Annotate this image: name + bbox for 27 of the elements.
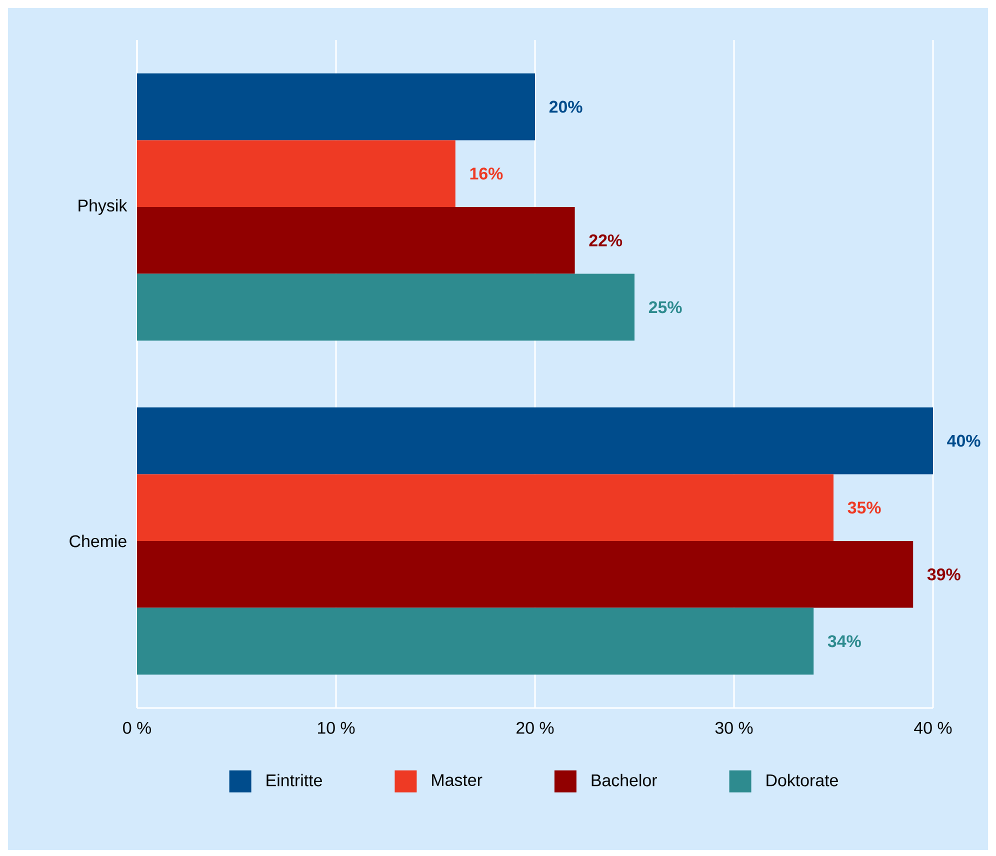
bar bbox=[137, 140, 456, 207]
bar bbox=[137, 407, 934, 474]
data-label: 39% bbox=[927, 568, 960, 580]
x-tick-label: 0 % bbox=[123, 722, 151, 734]
data-label: 35% bbox=[848, 502, 881, 514]
data-label: 20% bbox=[549, 100, 582, 113]
data-label: 22% bbox=[589, 234, 622, 246]
legend-label: Eintritte bbox=[266, 774, 322, 786]
y-tick-label: Physik bbox=[78, 199, 128, 215]
data-label: 25% bbox=[648, 301, 682, 314]
bar bbox=[137, 474, 834, 542]
bar bbox=[137, 541, 914, 608]
bar bbox=[137, 274, 635, 341]
legend-label: Master bbox=[432, 774, 482, 786]
x-tick-label: 30 % bbox=[715, 722, 753, 734]
x-tick-label: 20 % bbox=[516, 722, 554, 734]
legend-label: Doktorate bbox=[766, 774, 838, 786]
data-label: 34% bbox=[828, 635, 861, 648]
bar bbox=[137, 608, 814, 675]
x-tick-label: 10 % bbox=[318, 722, 355, 734]
y-tick-label: Chemie bbox=[70, 534, 126, 548]
data-label: 16% bbox=[470, 168, 503, 180]
bar bbox=[137, 207, 575, 274]
data-label: 40% bbox=[947, 434, 980, 447]
legend-label: Bachelor bbox=[592, 774, 657, 786]
x-tick-label: 40 % bbox=[914, 722, 952, 734]
bar bbox=[137, 73, 536, 140]
